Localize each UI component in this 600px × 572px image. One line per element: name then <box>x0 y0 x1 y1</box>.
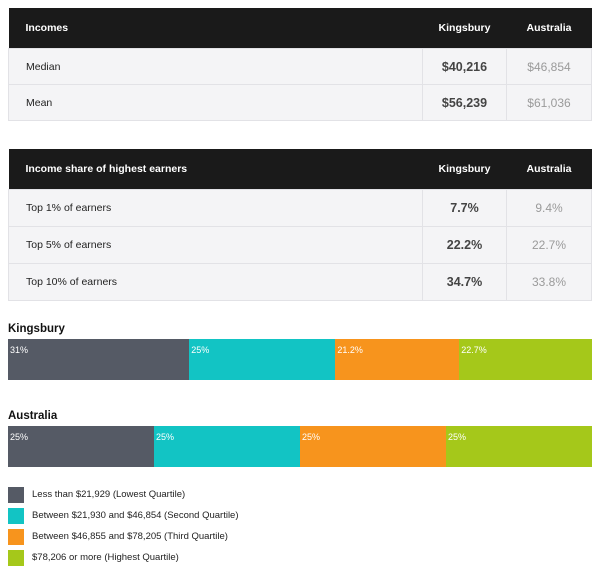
incomes-header: Incomes <box>8 8 423 49</box>
kingsbury-header: Kingsbury <box>422 8 507 49</box>
legend-label: Between $46,855 and $78,205 (Third Quart… <box>32 531 228 542</box>
australia-bar-title: Australia <box>8 410 58 422</box>
kingsbury-value: 34.7% <box>422 263 507 301</box>
table-row: Median $40,216 $46,854 <box>8 48 592 85</box>
australia-value: 33.8% <box>506 263 592 301</box>
table-row: Mean $56,239 $61,036 <box>8 84 592 121</box>
legend-label: $78,206 or more (Highest Quartile) <box>32 552 179 563</box>
row-label: Top 10% of earners <box>8 263 423 301</box>
row-label: Mean <box>8 84 423 121</box>
legend-swatch <box>8 507 24 524</box>
incomes-header-row: Incomes Kingsbury Australia <box>8 8 592 49</box>
australia-stacked-bar: 25% 25% 25% 25% <box>8 426 592 467</box>
kingsbury-stacked-bar: 31% 25% 21.2% 22.7% <box>8 339 592 380</box>
bar-segment-q2: 25% <box>189 339 336 380</box>
bar-segment-q2: 25% <box>154 426 300 467</box>
segment-label: 25% <box>191 345 210 355</box>
segment-label: 25% <box>302 432 321 442</box>
table-row: Top 1% of earners 7.7% 9.4% <box>8 189 592 227</box>
incomes-table: Incomes Kingsbury Australia Median $40,2… <box>8 8 592 121</box>
segment-label: 25% <box>156 432 175 442</box>
australia-header: Australia <box>506 149 592 190</box>
australia-value: $46,854 <box>506 48 592 85</box>
australia-value: $61,036 <box>506 84 592 121</box>
row-label: Top 1% of earners <box>8 189 423 227</box>
kingsbury-value: 22.2% <box>422 226 507 264</box>
table-row: Top 10% of earners 34.7% 33.8% <box>8 263 592 301</box>
segment-label: 25% <box>10 432 29 442</box>
segment-label: 25% <box>448 432 467 442</box>
kingsbury-value: $56,239 <box>422 84 507 121</box>
table-row: Top 5% of earners 22.2% 22.7% <box>8 226 592 264</box>
legend-item: Between $21,930 and $46,854 (Second Quar… <box>8 505 239 526</box>
row-label: Top 5% of earners <box>8 226 423 264</box>
legend-swatch <box>8 486 24 503</box>
row-label: Median <box>8 48 423 85</box>
legend-item: Less than $21,929 (Lowest Quartile) <box>8 484 239 505</box>
bar-segment-q1: 25% <box>8 426 154 467</box>
bar-segment-q4: 25% <box>446 426 592 467</box>
bar-segment-q3: 25% <box>300 426 446 467</box>
legend-swatch <box>8 549 24 566</box>
share-header: Income share of highest earners <box>8 149 423 190</box>
bar-segment-q4: 22.7% <box>459 339 592 380</box>
income-share-table: Income share of highest earners Kingsbur… <box>8 149 592 301</box>
share-header-row: Income share of highest earners Kingsbur… <box>8 149 592 190</box>
kingsbury-value: 7.7% <box>422 189 507 227</box>
kingsbury-bar-title: Kingsbury <box>8 323 65 335</box>
legend-swatch <box>8 528 24 545</box>
chart-legend: Less than $21,929 (Lowest Quartile) Betwe… <box>8 484 239 568</box>
australia-value: 9.4% <box>506 189 592 227</box>
legend-label: Between $21,930 and $46,854 (Second Quar… <box>32 510 239 521</box>
legend-item: Between $46,855 and $78,205 (Third Quart… <box>8 526 239 547</box>
legend-label: Less than $21,929 (Lowest Quartile) <box>32 489 186 500</box>
segment-label: 22.7% <box>461 345 487 355</box>
kingsbury-header: Kingsbury <box>422 149 507 190</box>
australia-header: Australia <box>506 8 592 49</box>
australia-value: 22.7% <box>506 226 592 264</box>
bar-segment-q3: 21.2% <box>335 339 460 380</box>
bar-segment-q1: 31% <box>8 339 190 380</box>
legend-item: $78,206 or more (Highest Quartile) <box>8 547 239 568</box>
segment-label: 21.2% <box>337 345 363 355</box>
kingsbury-value: $40,216 <box>422 48 507 85</box>
segment-label: 31% <box>10 345 29 355</box>
